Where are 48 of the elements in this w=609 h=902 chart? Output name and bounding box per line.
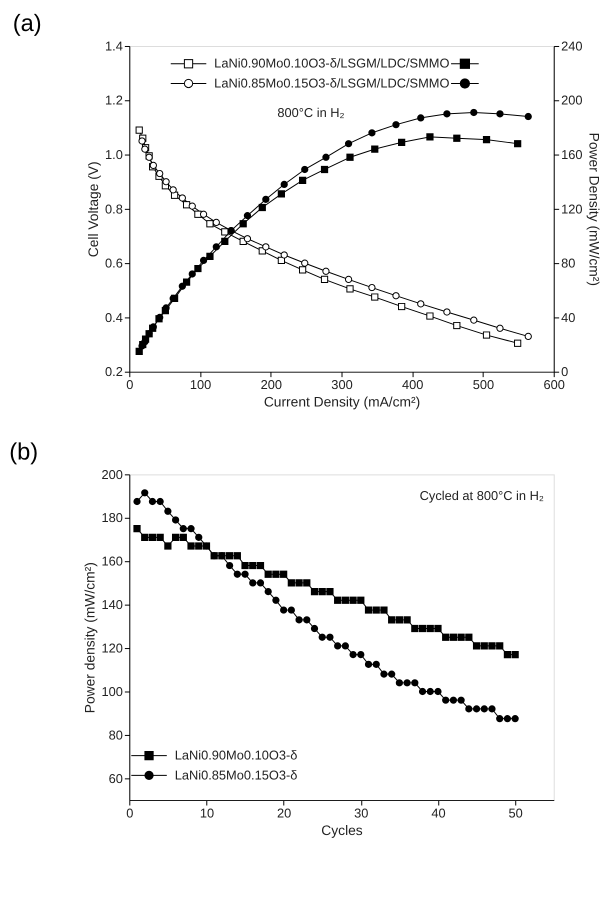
y-tick-label: 1.0: [105, 146, 123, 162]
y-tick-label: 0.2: [105, 364, 123, 380]
legend-label: LaNi0.90Mo0.10O3-δ: [174, 748, 298, 763]
x-tick-label: 20: [276, 805, 292, 820]
legend-label: LaNi0.90Mo0.10O3-δ/LSGM/LDC/SMMO: [214, 56, 450, 71]
y-axis-title: Power density (mW/cm²): [82, 562, 98, 714]
y2-tick-label: 80: [561, 256, 576, 271]
y-tick-label: 1.4: [105, 38, 123, 54]
x-tick-label: 200: [260, 376, 282, 392]
x-tick-label: 500: [472, 376, 494, 392]
annotation: 800°C in H₂: [277, 105, 345, 120]
y2-tick-label: 200: [561, 92, 583, 108]
y-tick-label: 0.4: [105, 310, 123, 325]
x-tick-label: 100: [190, 376, 212, 392]
y-tick-label: 60: [108, 770, 123, 786]
x-tick-label: 0: [126, 376, 134, 392]
x-tick-label: 50: [508, 805, 523, 820]
x-tick-label: 30: [354, 805, 368, 820]
x-tick-label: 300: [331, 376, 353, 392]
y-tick-label: 180: [101, 510, 123, 526]
y-tick-label: 80: [108, 727, 123, 742]
y-tick-label: 140: [101, 597, 123, 612]
y2-tick-label: 120: [561, 201, 583, 216]
legend-label: LaNi0.85Mo0.15O3-δ: [174, 767, 298, 782]
legend-label: LaNi0.85Mo0.15O3-δ/LSGM/LDC/SMMO: [214, 75, 450, 90]
chart-title: (a): [12, 11, 42, 38]
chart-title: (b): [9, 440, 38, 466]
y2-tick-label: 40: [561, 310, 576, 325]
y-tick-label: 1.2: [105, 92, 123, 108]
y2-tick-label: 240: [561, 38, 583, 54]
x-tick-label: 0: [126, 805, 134, 820]
x-tick-label: 600: [544, 376, 565, 392]
y-tick-label: 100: [101, 684, 123, 699]
y-axis-title: Cell Voltage (V): [85, 161, 102, 258]
y2-tick-label: 0: [561, 364, 568, 380]
x-tick-label: 10: [200, 805, 214, 820]
x-tick-label: 400: [402, 376, 424, 392]
y-tick-label: 160: [101, 554, 123, 569]
y-tick-label: 120: [101, 640, 123, 656]
annotation: Cycled at 800°C in H₂: [420, 488, 544, 504]
x-axis-title: Current Density (mA/cm²): [264, 394, 420, 410]
y-tick-label: 200: [101, 466, 123, 482]
y2-axis-title: Power Density (mW/cm²): [586, 132, 602, 286]
x-tick-label: 40: [431, 805, 446, 820]
y2-tick-label: 160: [561, 146, 583, 162]
y-tick-label: 0.6: [105, 256, 123, 271]
y-tick-label: 0.8: [105, 201, 123, 216]
x-axis-title: Cycles: [321, 822, 363, 838]
